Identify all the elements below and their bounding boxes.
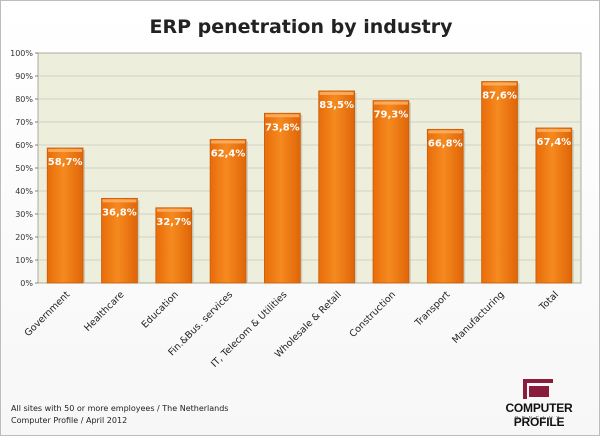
footnote-line-2: Computer Profile / April 2012 [11, 416, 128, 425]
data-label: 83,5% [319, 100, 354, 111]
chart-title: ERP penetration by industry [149, 16, 453, 38]
bar [535, 127, 573, 284]
bar-group: 58,7% [46, 147, 86, 284]
data-label: 87,6% [482, 91, 517, 102]
bar-highlight [102, 199, 137, 203]
y-tick-label: 70% [15, 118, 33, 127]
category-label: Total [537, 289, 561, 313]
data-label: 66,8% [428, 138, 463, 149]
category-label: Transport [412, 289, 452, 329]
bar-highlight [536, 128, 571, 132]
bar-highlight [428, 130, 463, 134]
bar-highlight [48, 148, 83, 152]
bar-group: 36,8% [101, 197, 140, 284]
y-tick-label: 60% [15, 141, 33, 150]
footnote: All sites with 50 or more employees / Th… [11, 403, 228, 427]
y-tick-label: 80% [15, 95, 33, 104]
logo-name: COMPUTER PROFILE [505, 401, 573, 429]
bar [481, 81, 518, 284]
y-tick-label: 10% [15, 256, 33, 265]
y-tick-label: 50% [15, 164, 33, 173]
bar [46, 147, 84, 284]
bar-group: 83,5% [318, 90, 357, 284]
bar [372, 100, 410, 284]
y-tick-label: 90% [15, 72, 33, 81]
bar-highlight [265, 114, 300, 118]
y-tick-label: 100% [10, 49, 33, 58]
data-label: 62,4% [211, 148, 246, 159]
bar-highlight [319, 91, 354, 95]
y-tick-label: 40% [15, 187, 33, 196]
computer-profile-logo: COMPUTER PROFILE BENELUX [483, 379, 595, 431]
y-axis: 0% 10% 20% 30% 40% 50% 60% 70% 80% 90% 100% [10, 49, 38, 288]
bar-group: 67,4% [535, 127, 574, 284]
data-label: 36,8% [102, 207, 137, 218]
data-label: 58,7% [48, 157, 83, 168]
bar [318, 90, 355, 284]
bar-group: 79,3% [372, 100, 411, 284]
bar-group: 73,8% [264, 112, 303, 284]
category-label: Government [23, 289, 73, 339]
data-label: 67,4% [536, 137, 571, 148]
y-tick-label: 0% [20, 279, 33, 288]
bar-group: 32,7% [155, 207, 194, 284]
data-label: 73,8% [265, 122, 300, 133]
bar-highlight [374, 101, 408, 105]
data-label: 79,3% [374, 110, 409, 121]
y-tick-label: 30% [15, 210, 33, 219]
bar-group: 66,8% [426, 128, 466, 284]
category-label: Healthcare [82, 289, 127, 334]
footnote-line-1: All sites with 50 or more employees / Th… [11, 404, 229, 413]
bars: 58,7% 36,8% 32,7% 62,4% 73,8% 83,5% 79,3% 66,8%… [46, 81, 574, 284]
bar-highlight [482, 82, 517, 86]
bar [209, 139, 247, 284]
bar [101, 197, 138, 284]
bar-group: 62,4% [209, 139, 248, 284]
logo-sub: BENELUX [515, 416, 563, 422]
category-label: Education [140, 289, 181, 330]
category-label: Construction [348, 289, 399, 340]
bar-group: 87,6% [481, 81, 520, 284]
y-tick-label: 20% [15, 233, 33, 242]
bar-highlight [156, 208, 191, 212]
bar-highlight [211, 140, 245, 144]
bar [426, 128, 464, 284]
bar [155, 207, 193, 284]
computer-profile-logo-icon [523, 379, 553, 399]
data-label: 32,7% [156, 217, 191, 228]
bar [264, 112, 301, 284]
category-label: Manufacturing [450, 289, 506, 345]
